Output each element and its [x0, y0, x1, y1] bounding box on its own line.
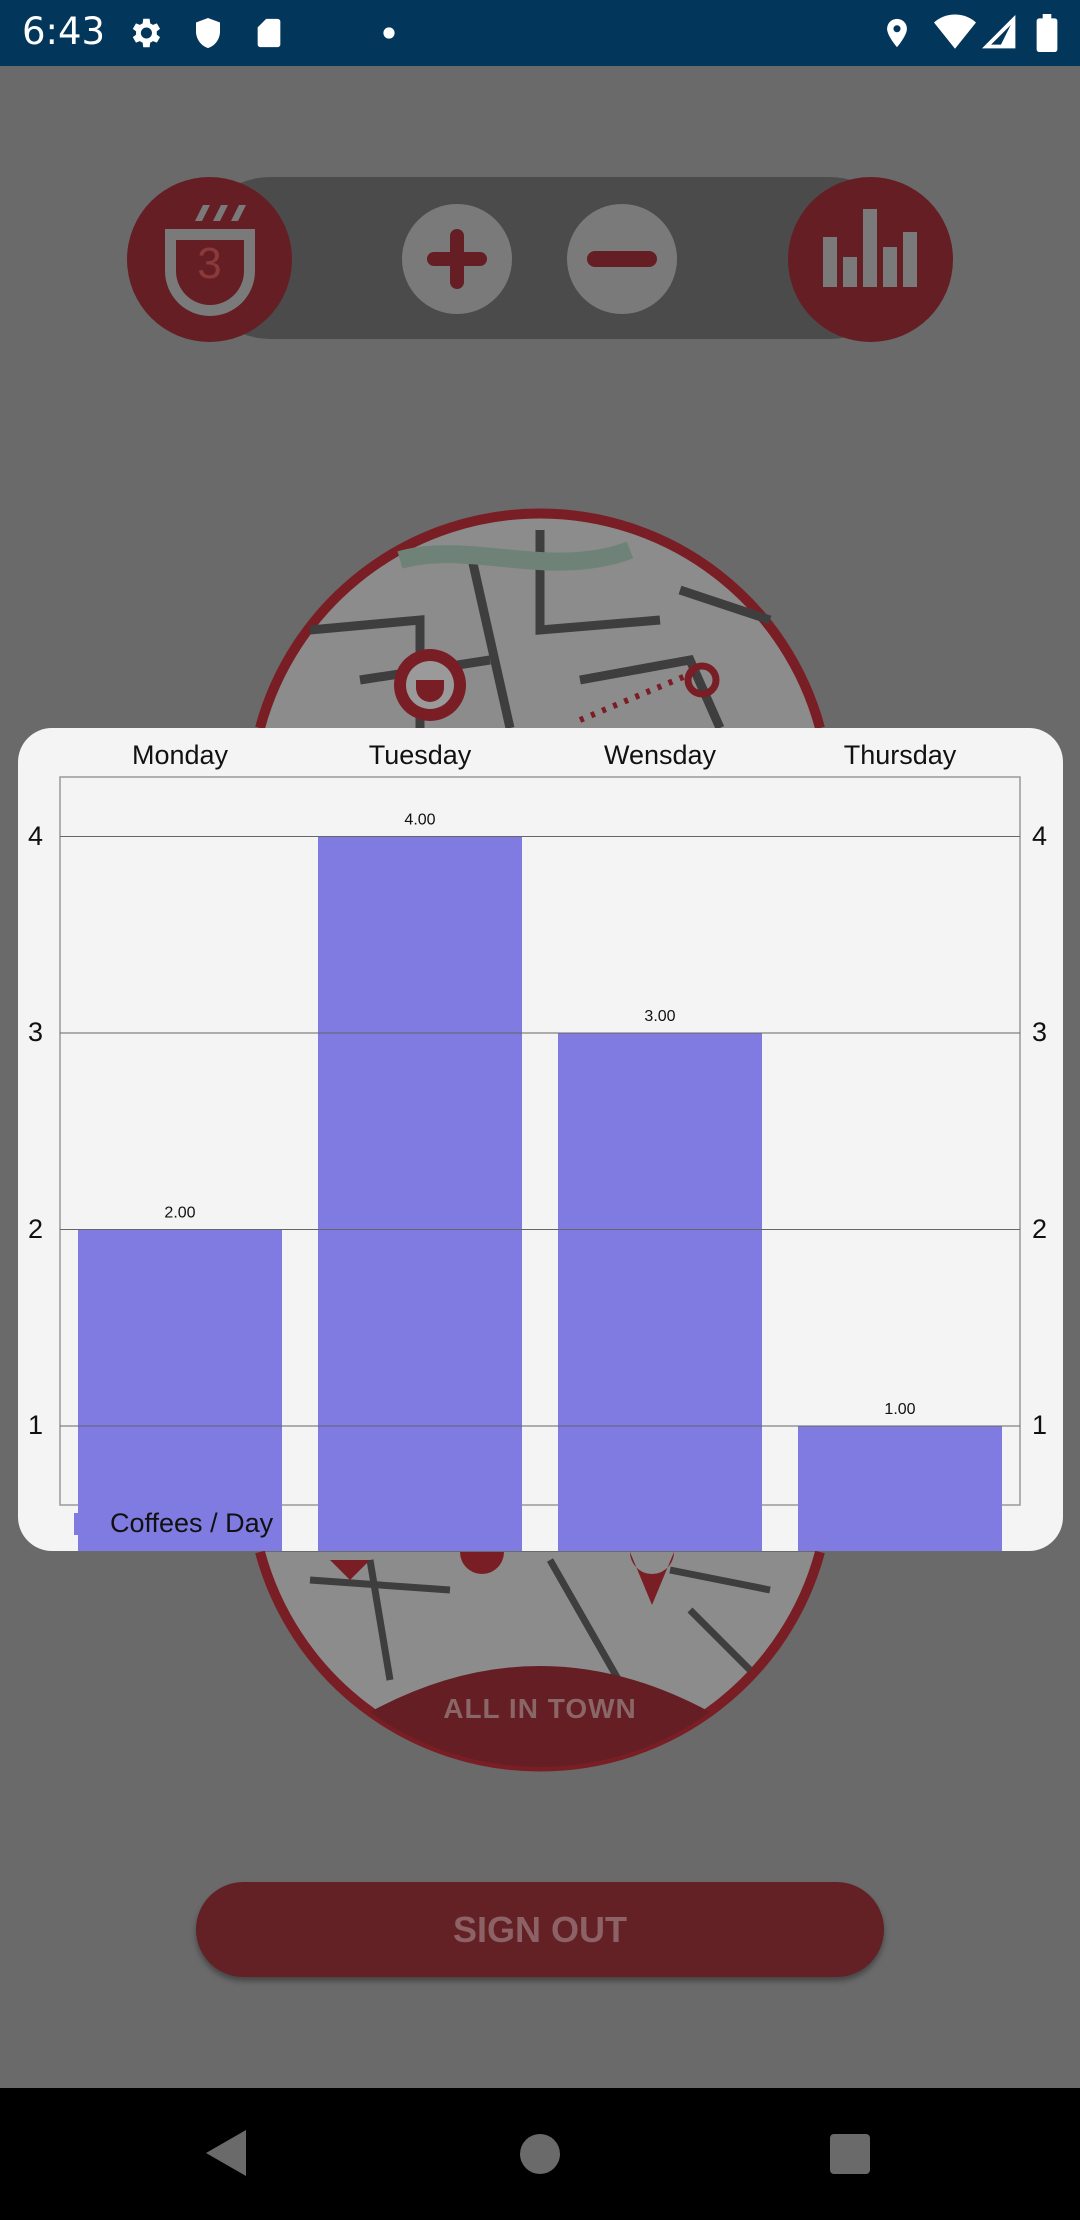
- x-tick-label: Thursday: [843, 740, 957, 770]
- y-tick-label-right: 3: [1032, 1017, 1048, 1048]
- bar-value-label: 2.00: [164, 1205, 195, 1222]
- coffee-counter-button[interactable]: 3: [127, 177, 292, 342]
- sign-out-button[interactable]: SIGN OUT: [196, 1882, 884, 1977]
- bar-monday: [78, 1229, 282, 1551]
- y-tick-label-right: 2: [1032, 1213, 1048, 1244]
- bar-chart-icon: [823, 209, 917, 287]
- x-tick-label: Wensday: [603, 740, 717, 770]
- minus-icon: [587, 251, 657, 267]
- location-icon: [887, 18, 907, 48]
- plus-icon: [427, 229, 487, 289]
- remove-coffee-button[interactable]: [567, 204, 677, 314]
- legend-label: Coffees / Day: [110, 1508, 274, 1538]
- bar-tuesday: [318, 836, 522, 1551]
- x-tick-label: Monday: [131, 740, 229, 770]
- recents-icon[interactable]: [828, 2132, 872, 2176]
- y-tick-label-left: 1: [28, 1410, 44, 1441]
- status-time: 6:43: [22, 10, 106, 53]
- navigation-bar: [0, 2088, 1080, 2220]
- signal-icon: [982, 14, 1016, 49]
- y-tick-label-right: 1: [1032, 1410, 1048, 1441]
- stats-button[interactable]: [788, 177, 953, 342]
- battery-icon: [1036, 14, 1058, 52]
- x-tick-label: Tuesday: [368, 740, 472, 770]
- map-caption: ALL IN TOWN: [443, 1693, 637, 1724]
- dot-icon: [383, 27, 395, 39]
- sign-out-label: SIGN OUT: [452, 1909, 627, 1950]
- legend-swatch: [74, 1513, 96, 1535]
- sd-card-icon: [257, 18, 281, 48]
- coffee-count: 3: [197, 239, 222, 288]
- coffee-bar-chart: 2.00 4.00 3.00 1.00: [59, 776, 1021, 1551]
- bar-value-label: 1.00: [884, 1401, 915, 1418]
- coffee-cup-icon: [165, 205, 255, 316]
- bar-value-label: 3.00: [644, 1008, 675, 1025]
- shield-icon: [196, 18, 220, 48]
- status-bar: 6:43: [0, 0, 1080, 66]
- bar-wensday: [558, 1033, 762, 1551]
- plot-frame: [59, 776, 1021, 1506]
- y-tick-label-right: 4: [1032, 820, 1048, 851]
- back-icon[interactable]: [204, 2128, 248, 2178]
- gear-icon: [132, 18, 161, 48]
- map-circle[interactable]: [250, 500, 830, 1780]
- wifi-icon: [934, 14, 976, 49]
- y-tick-label-left: 3: [28, 1017, 44, 1048]
- y-tick-label-left: 2: [28, 1213, 44, 1244]
- y-tick-label-left: 4: [28, 820, 44, 851]
- bar-thursday: [798, 1426, 1002, 1551]
- add-coffee-button[interactable]: [402, 204, 512, 314]
- stats-dialog: 2.00 4.00 3.00 1.00 Monday Tuesday Wensday Thu…: [18, 728, 1063, 1551]
- home-icon[interactable]: [518, 2132, 562, 2176]
- bar-value-label: 4.00: [404, 812, 435, 829]
